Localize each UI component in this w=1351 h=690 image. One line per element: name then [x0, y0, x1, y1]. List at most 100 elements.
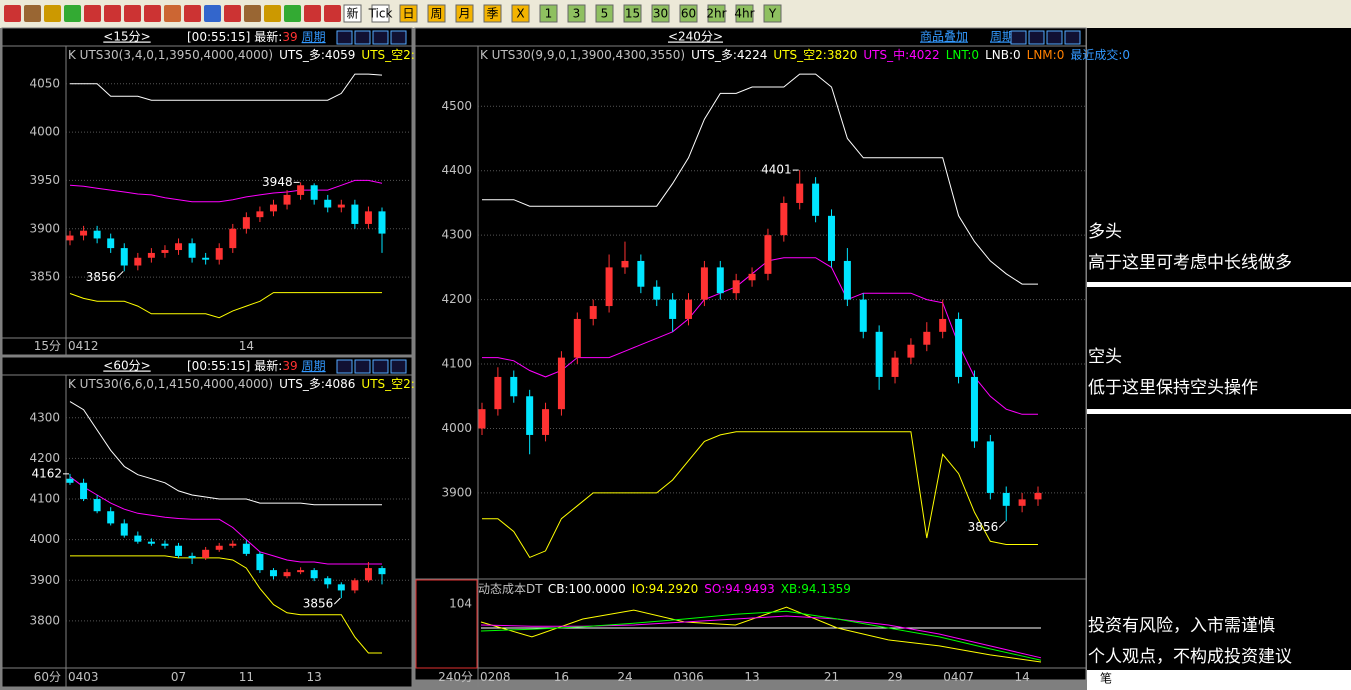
candle-body	[653, 286, 661, 300]
candle-body	[134, 257, 142, 266]
tool-button[interactable]	[427, 4, 446, 23]
tool-icon[interactable]	[164, 5, 181, 22]
series-line	[69, 401, 382, 506]
tool-icon[interactable]	[324, 5, 341, 22]
legend-entry: LNB:0	[985, 48, 1021, 62]
tool-label[interactable]: X	[516, 7, 524, 21]
panel-title[interactable]: <240分>	[668, 30, 723, 44]
tool-button[interactable]	[399, 4, 418, 23]
panel-title[interactable]: <15分>	[103, 30, 150, 44]
candle-body	[812, 183, 820, 216]
series-line	[482, 257, 1038, 415]
cycle[interactable]: 周期	[990, 30, 1014, 44]
tool-label[interactable]: 3	[573, 7, 581, 21]
tool-label[interactable]: 日	[402, 7, 414, 21]
tool-icon[interactable]	[104, 5, 121, 22]
tool-icon[interactable]	[4, 5, 21, 22]
tool-button[interactable]	[735, 4, 754, 23]
tool-icon[interactable]	[24, 5, 41, 22]
tool-label[interactable]: Tick	[368, 7, 393, 21]
extreme-label: 3856	[303, 597, 334, 611]
tool-icon[interactable]	[244, 5, 261, 22]
x-tick-label: 0403	[68, 670, 99, 684]
tool-label[interactable]: 30	[653, 7, 668, 21]
tool-label[interactable]: 新	[346, 6, 358, 21]
x-tick-label: 14	[239, 339, 254, 353]
tool-icon[interactable]	[144, 5, 161, 22]
panel-button[interactable]	[390, 359, 407, 374]
tool-button[interactable]	[763, 4, 782, 23]
candle-body	[637, 260, 645, 287]
candle-body	[297, 570, 305, 573]
tool-icon[interactable]	[64, 5, 81, 22]
panel-button[interactable]	[372, 359, 389, 374]
y-tick-label: 3900	[29, 221, 60, 235]
tool-button[interactable]	[651, 4, 670, 23]
legend-entry: K UTS30(3,4,0,1,3950,4000,4000)	[68, 48, 273, 62]
candle-body	[337, 584, 345, 591]
candle-body	[269, 204, 277, 212]
candle-body	[970, 376, 978, 442]
panel-button[interactable]	[390, 30, 407, 45]
panel-button[interactable]	[354, 30, 371, 45]
panel-button[interactable]	[372, 30, 389, 45]
tool-button[interactable]	[539, 4, 558, 23]
panel-button[interactable]	[1010, 30, 1027, 45]
candle-body	[66, 235, 74, 241]
tool-label[interactable]: 月	[458, 7, 470, 21]
tool-button[interactable]	[567, 4, 586, 23]
tool-label[interactable]: 60	[681, 7, 696, 21]
candle-body	[859, 299, 867, 332]
candle-body	[875, 331, 883, 377]
y-tick-label: 3950	[29, 173, 60, 187]
panel-title[interactable]: <60分>	[103, 359, 150, 373]
panel-button[interactable]	[336, 359, 353, 374]
series-line	[70, 73, 383, 101]
tool-icon[interactable]	[124, 5, 141, 22]
tool-label[interactable]: 季	[486, 7, 498, 21]
overlay[interactable]: 商品叠加	[920, 29, 968, 44]
panel-button[interactable]	[1028, 30, 1045, 45]
candle-body	[324, 199, 332, 208]
clock: [00:55:15]	[187, 30, 250, 44]
tool-icon[interactable]	[44, 5, 61, 22]
candle-body	[748, 273, 756, 281]
tool-label[interactable]: 1	[545, 7, 553, 21]
tool-button[interactable]	[623, 4, 642, 23]
tool-label[interactable]: 15	[625, 7, 640, 21]
legend-entry: LNT:0	[946, 48, 979, 62]
panel-bg	[414, 27, 1087, 681]
tool-button[interactable]	[343, 4, 362, 23]
panel-button[interactable]	[336, 30, 353, 45]
tool-icon[interactable]	[84, 5, 101, 22]
candle-body	[310, 570, 318, 579]
tool-icon[interactable]	[224, 5, 241, 22]
tool-icon[interactable]	[304, 5, 321, 22]
candle-body	[986, 441, 994, 493]
panel-button[interactable]	[354, 359, 371, 374]
x-tick-label: 13	[307, 670, 322, 684]
tool-button[interactable]	[371, 4, 390, 23]
x-tick-label: 07	[171, 670, 186, 684]
tool-label[interactable]: 4hr	[734, 7, 754, 21]
tool-label[interactable]: 周	[430, 7, 442, 21]
panel-button[interactable]	[1064, 30, 1081, 45]
tool-button[interactable]	[455, 4, 474, 23]
bear-note: 低于这里保持空头操作	[1088, 378, 1258, 398]
candle-body	[605, 267, 613, 307]
tool-button[interactable]	[483, 4, 502, 23]
tool-icon[interactable]	[184, 5, 201, 22]
tool-icon[interactable]	[264, 5, 281, 22]
tool-label[interactable]: Y	[768, 7, 777, 21]
tool-label[interactable]: 2hr	[706, 7, 726, 21]
tool-button[interactable]	[707, 4, 726, 23]
panel-button[interactable]	[1046, 30, 1063, 45]
tool-icon[interactable]	[284, 5, 301, 22]
x-tick-label: 13	[744, 670, 759, 684]
tool-icon[interactable]	[204, 5, 221, 22]
tool-button[interactable]	[679, 4, 698, 23]
tool-button[interactable]	[511, 4, 530, 23]
tool-label[interactable]: 5	[601, 7, 609, 21]
tool-button[interactable]	[595, 4, 614, 23]
